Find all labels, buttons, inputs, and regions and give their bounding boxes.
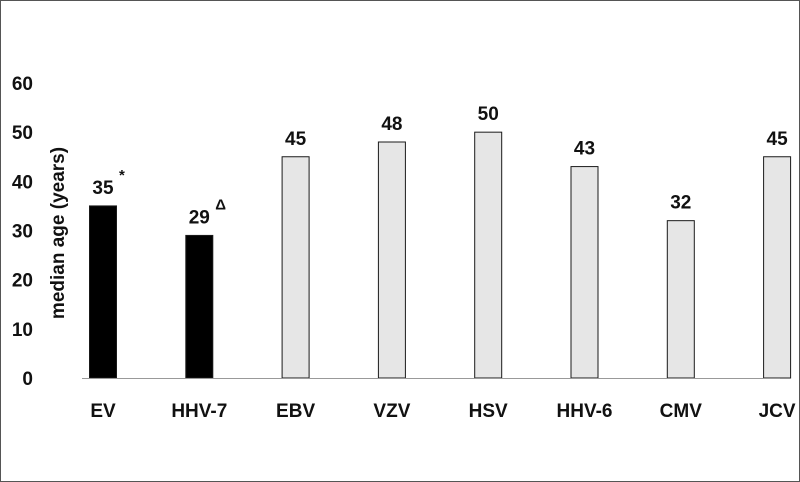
- bar: [377, 141, 406, 379]
- bar: [185, 234, 214, 379]
- data-label: 35: [92, 178, 114, 199]
- x-tick-label: JCV: [759, 401, 796, 422]
- x-tick-label: HHV-7: [171, 401, 227, 422]
- data-label: 32: [670, 193, 691, 214]
- data-label: 29: [189, 207, 210, 228]
- data-label: 45: [767, 129, 789, 150]
- annotation-mark: *: [119, 167, 125, 184]
- data-label: 43: [574, 139, 595, 160]
- data-label: 48: [381, 114, 402, 135]
- bar: [763, 156, 792, 379]
- y-tick-label: 10: [12, 320, 33, 341]
- x-tick-label: EV: [90, 401, 116, 422]
- bar: [281, 156, 310, 379]
- data-label: 45: [285, 129, 307, 150]
- bars: [89, 131, 792, 379]
- annotations: *Δ: [119, 167, 226, 214]
- value-labels: 35 29 45 48 50 43 32 45: [92, 104, 788, 228]
- y-axis-ticks: 0 10 20 30 40 50 60: [12, 74, 33, 390]
- y-tick-label: 50: [12, 123, 33, 144]
- bar: [666, 220, 695, 379]
- x-tick-label: EBV: [276, 401, 315, 422]
- y-tick-label: 30: [12, 222, 33, 243]
- bar: [570, 166, 599, 379]
- x-tick-label: HHV-6: [557, 401, 613, 422]
- y-tick-label: 40: [12, 172, 33, 193]
- y-tick-label: 60: [12, 74, 33, 95]
- y-tick-label: 0: [22, 369, 33, 390]
- x-tick-label: HSV: [469, 401, 508, 422]
- x-tick-label: CMV: [660, 401, 703, 422]
- data-label: 50: [478, 104, 499, 125]
- annotation-mark: Δ: [215, 196, 226, 213]
- category-labels: EV HHV-7 EBV VZV HSV HHV-6 CMV JCV: [90, 401, 796, 422]
- y-tick-label: 20: [12, 271, 33, 292]
- y-axis-label: median age (years): [48, 147, 69, 319]
- bar: [89, 205, 117, 379]
- bar: [474, 131, 503, 379]
- x-tick-label: VZV: [373, 401, 410, 422]
